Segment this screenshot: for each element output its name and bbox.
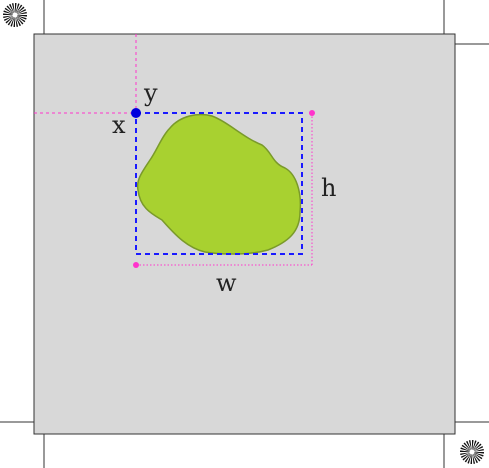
sunburst-ray	[470, 454, 472, 464]
sunburst-ray	[3, 15, 13, 21]
width-measure-start-dot	[133, 262, 139, 268]
sunburst-icon	[460, 440, 484, 464]
label-y: y	[143, 79, 158, 107]
sunburst-ray	[4, 7, 14, 14]
sunburst-ray	[13, 17, 15, 27]
sunburst-ray	[460, 447, 470, 452]
sunburst-ray	[472, 454, 478, 464]
sunburst-ray	[10, 17, 15, 27]
sunburst-ray	[17, 11, 27, 15]
sunburst-ray	[3, 15, 13, 19]
sunburst-ray	[11, 3, 15, 13]
sunburst-ray	[15, 17, 21, 27]
origin-point	[131, 108, 141, 118]
label-h: h	[321, 174, 336, 202]
bounding-box	[135, 112, 303, 255]
sunburst-icon	[3, 3, 27, 27]
sunburst-ray	[474, 452, 484, 454]
sunburst-ray	[9, 3, 15, 13]
sunburst-ray	[15, 17, 19, 27]
sunburst-ray	[15, 3, 17, 13]
sunburst-ray	[461, 444, 471, 451]
sunburst-ray	[473, 443, 482, 451]
sunburst-ray	[17, 9, 27, 15]
label-x: x	[112, 111, 126, 139]
sunburst-ray	[7, 16, 14, 26]
sunburst-ray	[466, 440, 472, 450]
sunburst-ray	[464, 453, 471, 463]
sunburst-ray	[460, 450, 470, 452]
sunburst-ray	[473, 441, 480, 451]
sunburst-ray	[16, 16, 26, 23]
height-measure-start-dot	[309, 110, 315, 116]
sunburst-ray	[16, 6, 25, 14]
sunburst-ray	[16, 16, 24, 25]
sunburst-ray	[474, 452, 484, 457]
sunburst-ray	[473, 453, 481, 462]
sunburst-ray	[462, 453, 471, 461]
sunburst-ray	[474, 446, 484, 452]
blob-shape	[136, 113, 302, 255]
sunburst-ray	[17, 15, 27, 17]
sunburst-ray	[5, 16, 14, 24]
sunburst-ray	[6, 5, 14, 14]
sunburst-ray	[473, 453, 483, 460]
sunburst-ray	[472, 440, 474, 450]
sunburst-ray	[15, 3, 20, 13]
sunburst-ray	[3, 13, 13, 15]
sunburst-ray	[460, 452, 470, 458]
sunburst-ray	[17, 15, 27, 20]
sunburst-ray	[474, 448, 484, 452]
sunburst-ray	[3, 10, 13, 15]
sunburst-ray	[467, 454, 472, 464]
sunburst-ray	[472, 440, 477, 450]
sunburst-ray	[460, 452, 470, 456]
sunburst-ray	[472, 454, 476, 464]
sunburst-ray	[16, 4, 23, 14]
label-w: w	[216, 269, 237, 297]
sunburst-ray	[463, 442, 471, 451]
sunburst-ray	[468, 440, 472, 450]
